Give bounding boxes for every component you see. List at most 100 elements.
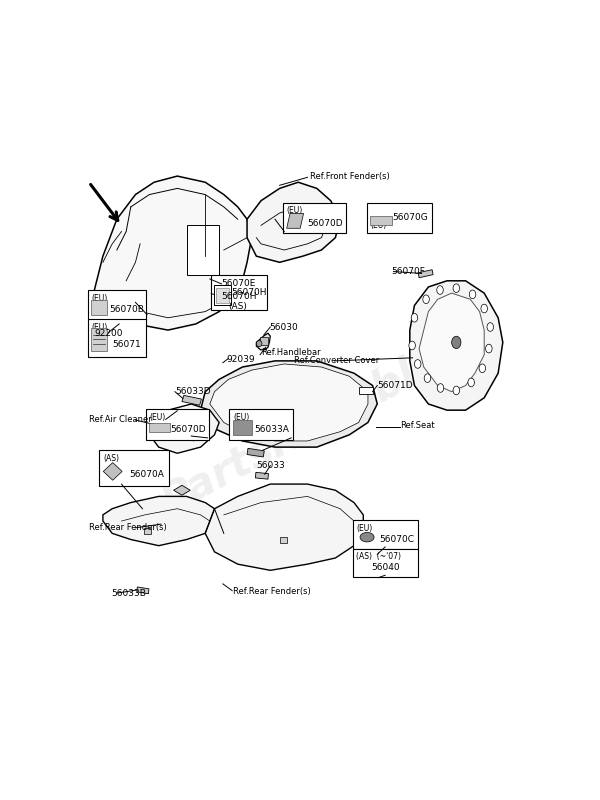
FancyBboxPatch shape: [229, 409, 293, 440]
FancyBboxPatch shape: [353, 521, 418, 549]
FancyBboxPatch shape: [88, 290, 146, 320]
Polygon shape: [137, 587, 149, 594]
FancyBboxPatch shape: [211, 274, 267, 310]
Bar: [149, 422, 170, 432]
Text: (EU): (EU): [370, 221, 386, 230]
Polygon shape: [187, 226, 219, 274]
Ellipse shape: [368, 553, 377, 561]
FancyBboxPatch shape: [283, 202, 346, 234]
Text: Ref.Converter Cover: Ref.Converter Cover: [293, 356, 379, 366]
Polygon shape: [247, 448, 264, 457]
Ellipse shape: [256, 341, 262, 346]
Polygon shape: [256, 472, 268, 479]
Polygon shape: [144, 529, 151, 534]
Text: 56070H: 56070H: [221, 292, 257, 301]
Polygon shape: [94, 176, 252, 330]
Text: (AS)  (~'07): (AS) (~'07): [356, 553, 401, 562]
Text: 92200: 92200: [95, 329, 123, 338]
Polygon shape: [410, 281, 503, 410]
Text: 56040: 56040: [371, 563, 400, 572]
Circle shape: [453, 284, 460, 293]
Text: (EU): (EU): [287, 206, 303, 215]
Polygon shape: [419, 293, 484, 392]
Text: 56070H: 56070H: [231, 288, 266, 297]
Circle shape: [468, 378, 475, 386]
Text: 56070B: 56070B: [109, 306, 145, 314]
Circle shape: [437, 286, 443, 294]
Text: 56070D: 56070D: [308, 219, 343, 228]
Text: (AS): (AS): [229, 302, 247, 311]
FancyBboxPatch shape: [367, 202, 432, 234]
Polygon shape: [418, 270, 433, 278]
Circle shape: [469, 290, 476, 298]
Text: (EU): (EU): [149, 413, 166, 422]
Polygon shape: [205, 484, 364, 570]
Circle shape: [479, 364, 485, 373]
Circle shape: [423, 295, 430, 303]
Polygon shape: [210, 364, 368, 441]
Text: 56033D: 56033D: [175, 387, 211, 396]
Text: Ref.Rear Fender(s): Ref.Rear Fender(s): [233, 587, 311, 596]
Text: 56033A: 56033A: [254, 426, 289, 434]
Text: (EU): (EU): [356, 524, 373, 533]
Circle shape: [487, 322, 493, 331]
Text: Ref.Air Cleaner: Ref.Air Cleaner: [89, 415, 152, 424]
Bar: [91, 328, 107, 350]
Text: 56070D: 56070D: [170, 426, 206, 434]
Bar: [370, 216, 392, 226]
Bar: [91, 301, 107, 314]
Text: 56070G: 56070G: [393, 214, 428, 222]
Circle shape: [415, 360, 421, 368]
Polygon shape: [158, 411, 205, 438]
Polygon shape: [287, 214, 304, 228]
Circle shape: [485, 344, 492, 353]
Polygon shape: [103, 496, 215, 546]
Text: Ref.Front Fender(s): Ref.Front Fender(s): [310, 171, 389, 181]
Polygon shape: [256, 333, 270, 350]
Polygon shape: [200, 361, 377, 447]
Text: 56033: 56033: [256, 461, 285, 470]
Polygon shape: [182, 395, 202, 406]
Text: (EU): (EU): [91, 322, 107, 332]
Polygon shape: [103, 462, 122, 480]
Bar: [214, 286, 231, 305]
Text: (EU): (EU): [233, 413, 250, 422]
Text: Ref.Rear Fender(s): Ref.Rear Fender(s): [89, 522, 167, 532]
Text: 56070A: 56070A: [129, 470, 164, 479]
Text: PartsRepublik: PartsRepublik: [154, 334, 461, 523]
FancyBboxPatch shape: [146, 409, 209, 440]
Ellipse shape: [360, 533, 374, 542]
Text: (AS): (AS): [103, 454, 119, 463]
Circle shape: [452, 336, 461, 349]
Text: 56071: 56071: [113, 340, 141, 349]
Polygon shape: [173, 486, 190, 495]
Bar: [216, 287, 229, 302]
FancyBboxPatch shape: [353, 549, 418, 577]
Text: Ref.Seat: Ref.Seat: [401, 421, 435, 430]
Polygon shape: [187, 432, 200, 441]
Polygon shape: [260, 338, 268, 345]
Text: 56070C: 56070C: [379, 535, 414, 544]
Polygon shape: [280, 537, 287, 542]
Text: 56071D: 56071D: [377, 381, 413, 390]
Text: 92039: 92039: [226, 354, 255, 363]
Text: 56030: 56030: [269, 322, 298, 331]
Text: 56070F: 56070F: [391, 267, 425, 276]
Text: (EU): (EU): [91, 294, 107, 302]
Circle shape: [409, 341, 415, 350]
Polygon shape: [149, 404, 219, 454]
Text: Ref.Handlebar: Ref.Handlebar: [261, 348, 320, 358]
Text: 56033B: 56033B: [111, 590, 146, 598]
Text: 56070E: 56070E: [221, 279, 256, 288]
Circle shape: [411, 314, 418, 322]
Polygon shape: [182, 424, 194, 432]
Polygon shape: [247, 182, 340, 262]
Circle shape: [424, 374, 431, 382]
FancyBboxPatch shape: [99, 450, 169, 486]
Polygon shape: [359, 387, 373, 394]
Circle shape: [481, 304, 487, 313]
FancyBboxPatch shape: [88, 319, 146, 357]
Bar: [233, 420, 252, 434]
Circle shape: [453, 386, 460, 394]
Circle shape: [437, 384, 444, 392]
